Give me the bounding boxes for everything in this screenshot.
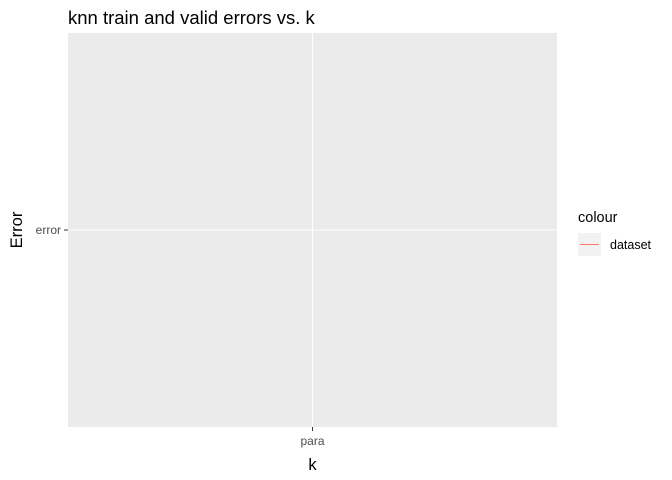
x-tick-label: para [300, 434, 324, 448]
y-axis-title: Error [8, 211, 26, 248]
legend-title: colour [578, 210, 618, 226]
x-axis-title: k [308, 456, 317, 474]
chart-title: knn train and valid errors vs. k [68, 7, 316, 28]
legend: colour dataset [578, 210, 652, 256]
legend-entry-dataset: dataset [610, 238, 652, 252]
y-tick-label: error [36, 223, 61, 237]
gridlines [68, 33, 557, 427]
axis-ticks: para error [36, 223, 325, 448]
